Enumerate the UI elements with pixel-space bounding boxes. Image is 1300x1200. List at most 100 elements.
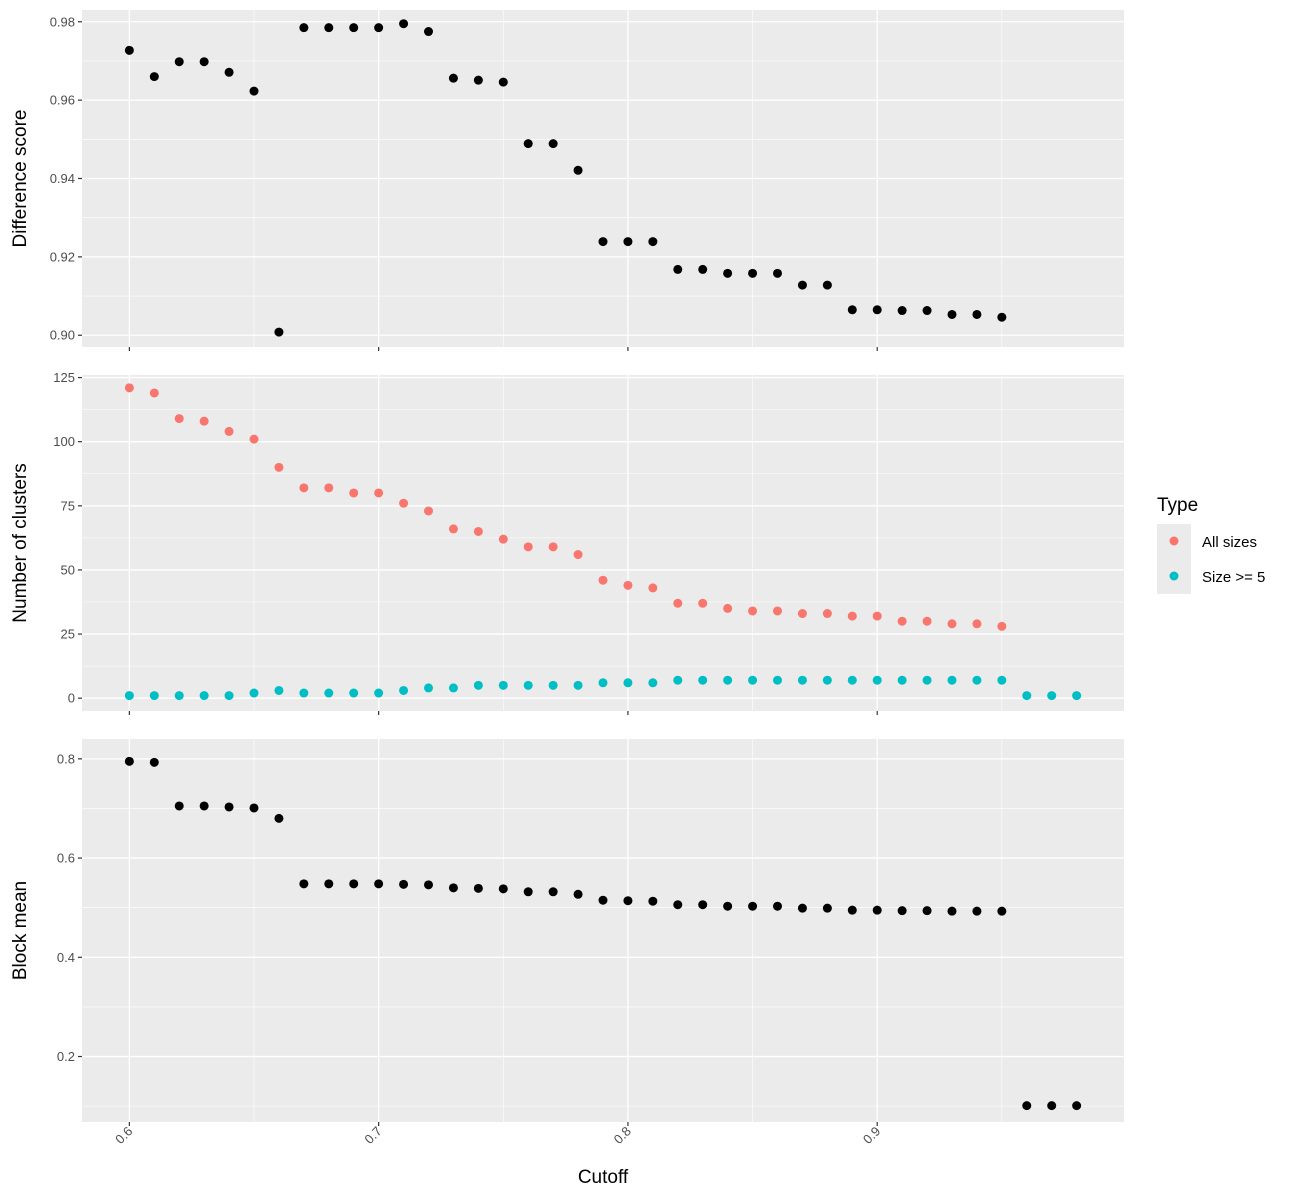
data-point: [324, 483, 334, 493]
data-point: [997, 906, 1007, 916]
data-point: [573, 889, 583, 899]
data-point: [872, 675, 882, 685]
data-point: [748, 606, 758, 616]
data-point: [548, 887, 558, 897]
data-point: [424, 880, 434, 890]
x-axis: 0.6 0.7 0.8 0.9: [112, 1124, 883, 1147]
data-point: [548, 542, 558, 552]
legend: Type All sizes Size >= 5: [1157, 495, 1265, 594]
y-tick-label: 25: [61, 627, 75, 642]
data-point: [573, 680, 583, 690]
y-tick-label: 0.94: [50, 171, 75, 186]
data-point: [922, 675, 932, 685]
y-tick-label: 75: [61, 498, 75, 513]
data-point: [124, 383, 134, 393]
series-2: [124, 675, 1082, 701]
series-1: [124, 19, 1007, 337]
x-axis-title: Cutoff: [578, 1167, 629, 1188]
data-point: [997, 621, 1007, 631]
data-point: [1047, 1101, 1057, 1111]
data-point: [199, 801, 209, 811]
data-point: [797, 903, 807, 913]
y-tick-label: 0.8: [57, 751, 75, 766]
panel-background: [82, 739, 1124, 1122]
data-point: [673, 900, 683, 910]
x-tick-label: 0.9: [860, 1124, 883, 1147]
data-point: [548, 680, 558, 690]
data-point: [1072, 1101, 1082, 1111]
data-point: [772, 675, 782, 685]
data-point: [947, 675, 957, 685]
data-point: [174, 801, 184, 811]
data-point: [897, 906, 907, 916]
data-point: [374, 488, 384, 498]
data-point: [748, 901, 758, 911]
y-tick-label: 0.6: [57, 851, 75, 866]
data-point: [523, 139, 533, 149]
y-tick-label: 0.96: [50, 93, 75, 108]
data-point: [872, 611, 882, 621]
data-point: [822, 675, 832, 685]
data-point: [399, 685, 409, 695]
data-point: [299, 23, 309, 33]
data-point: [498, 77, 508, 87]
y-axis-title: Block mean: [10, 881, 31, 980]
legend-key-size-ge-5: [1169, 571, 1179, 581]
data-point: [872, 305, 882, 315]
data-point: [947, 619, 957, 629]
data-point: [673, 598, 683, 608]
data-point: [847, 905, 857, 915]
panel-1: 0.90 0.92 0.94 0.96 0.98 Difference score: [10, 10, 1124, 351]
data-point: [349, 688, 359, 698]
y-axis-title: Difference score: [10, 110, 31, 248]
data-point: [523, 680, 533, 690]
data-point: [448, 73, 458, 83]
x-tick-label: 0.7: [361, 1124, 384, 1147]
data-point: [598, 895, 608, 905]
data-point: [797, 280, 807, 290]
data-point: [897, 306, 907, 316]
data-point: [548, 139, 558, 149]
data-point: [149, 72, 159, 82]
data-point: [573, 165, 583, 175]
data-point: [324, 879, 334, 889]
data-point: [249, 86, 259, 96]
data-point: [847, 305, 857, 315]
data-point: [623, 896, 633, 906]
data-point: [822, 609, 832, 619]
data-point: [349, 879, 359, 889]
data-point: [299, 483, 309, 493]
data-point: [723, 603, 733, 613]
data-point: [748, 675, 758, 685]
data-point: [1047, 691, 1057, 701]
data-point: [174, 414, 184, 424]
data-point: [698, 598, 708, 608]
data-point: [723, 901, 733, 911]
data-point: [598, 575, 608, 585]
data-point: [997, 312, 1007, 322]
legend-key-all-sizes: [1169, 536, 1179, 546]
data-point: [498, 680, 508, 690]
data-point: [224, 691, 234, 701]
data-point: [199, 691, 209, 701]
data-point: [399, 19, 409, 29]
data-point: [822, 903, 832, 913]
data-point: [374, 23, 384, 33]
panel-background: [82, 375, 1124, 711]
data-point: [249, 803, 259, 813]
data-point: [897, 616, 907, 626]
data-point: [498, 534, 508, 544]
data-point: [399, 498, 409, 508]
data-point: [424, 506, 434, 516]
x-tick-label: 0.6: [112, 1124, 135, 1147]
data-point: [947, 309, 957, 319]
data-point: [772, 268, 782, 278]
series-1: [124, 756, 1082, 1111]
data-point: [847, 611, 857, 621]
data-point: [473, 883, 483, 893]
panel-2: 0 25 50 75 100 125 Number of clusters: [10, 370, 1124, 715]
data-point: [424, 683, 434, 693]
data-point: [972, 906, 982, 916]
data-point: [149, 388, 159, 398]
